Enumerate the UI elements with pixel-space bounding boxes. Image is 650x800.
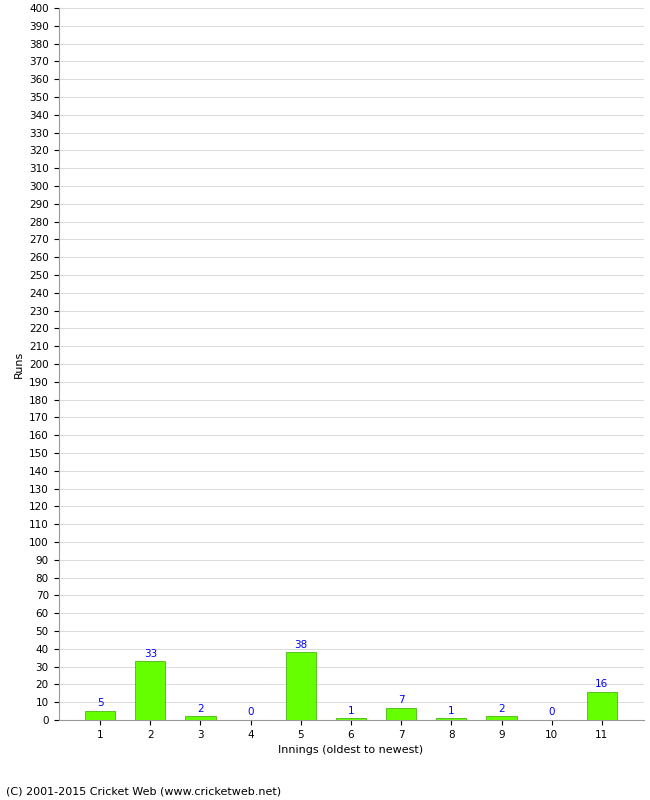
Bar: [336, 718, 366, 720]
Text: 2: 2: [498, 704, 505, 714]
Bar: [386, 707, 416, 720]
Bar: [587, 691, 617, 720]
Text: 33: 33: [144, 649, 157, 658]
Text: 5: 5: [97, 698, 103, 709]
Text: 1: 1: [448, 706, 454, 715]
Text: 7: 7: [398, 695, 404, 705]
Text: 38: 38: [294, 640, 307, 650]
Bar: [436, 718, 467, 720]
Text: 1: 1: [348, 706, 354, 715]
Bar: [85, 711, 115, 720]
Bar: [135, 662, 165, 720]
Y-axis label: Runs: Runs: [14, 350, 23, 378]
X-axis label: Innings (oldest to newest): Innings (oldest to newest): [278, 746, 424, 755]
Text: 16: 16: [595, 679, 608, 689]
Bar: [286, 652, 316, 720]
Bar: [185, 717, 216, 720]
Text: 2: 2: [197, 704, 204, 714]
Text: 0: 0: [549, 707, 555, 718]
Text: (C) 2001-2015 Cricket Web (www.cricketweb.net): (C) 2001-2015 Cricket Web (www.cricketwe…: [6, 786, 281, 796]
Bar: [486, 717, 517, 720]
Text: 0: 0: [248, 707, 254, 718]
